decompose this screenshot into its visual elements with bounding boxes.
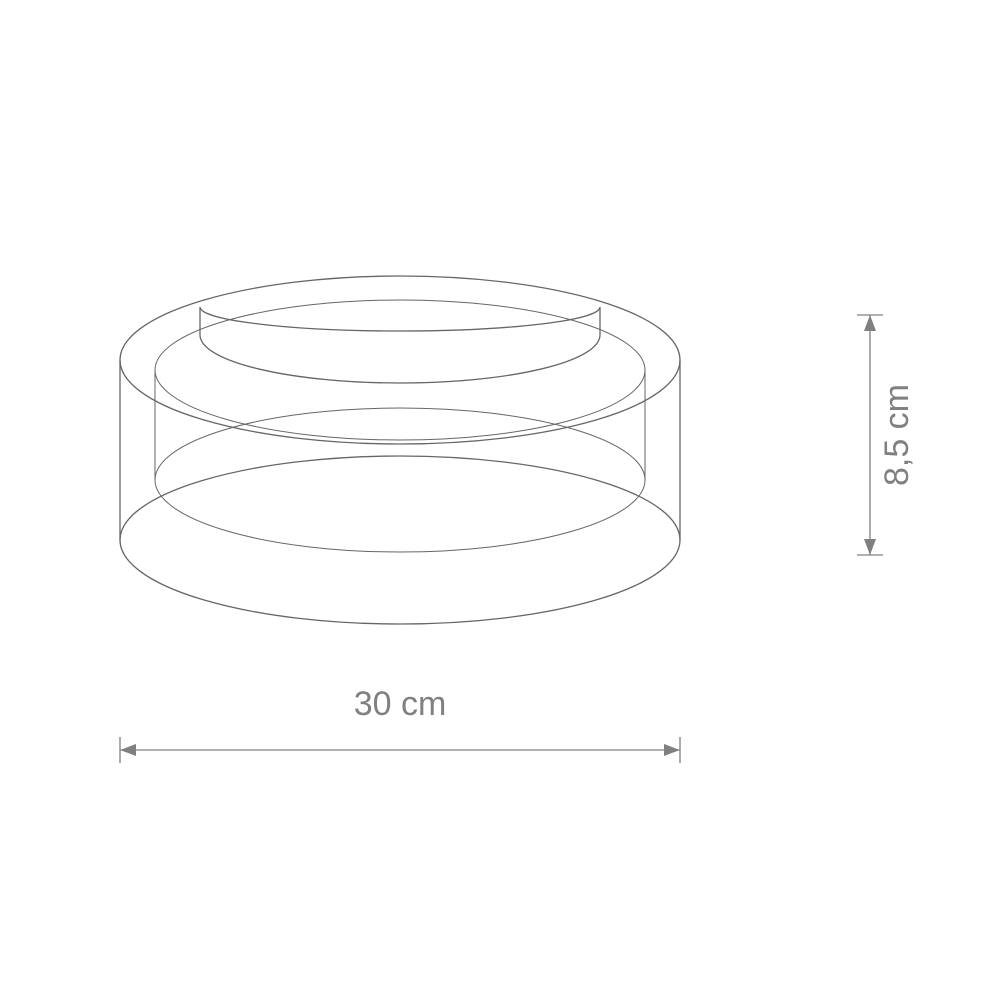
height-arrow-bottom bbox=[864, 539, 876, 555]
outer-top-ellipse bbox=[120, 276, 680, 444]
width-arrow-right bbox=[664, 744, 680, 756]
height-dimension-label: 8,5 cm bbox=[878, 384, 916, 486]
height-arrow-top bbox=[864, 315, 876, 331]
mount-bottom-arc bbox=[200, 335, 600, 383]
mount-top-arc bbox=[200, 307, 600, 331]
outer-bottom-ellipse bbox=[120, 456, 680, 624]
width-arrow-left bbox=[120, 744, 136, 756]
inner-bottom-ellipse bbox=[155, 408, 645, 552]
width-dimension-label: 30 cm bbox=[354, 685, 447, 723]
inner-top-ellipse bbox=[155, 300, 645, 440]
